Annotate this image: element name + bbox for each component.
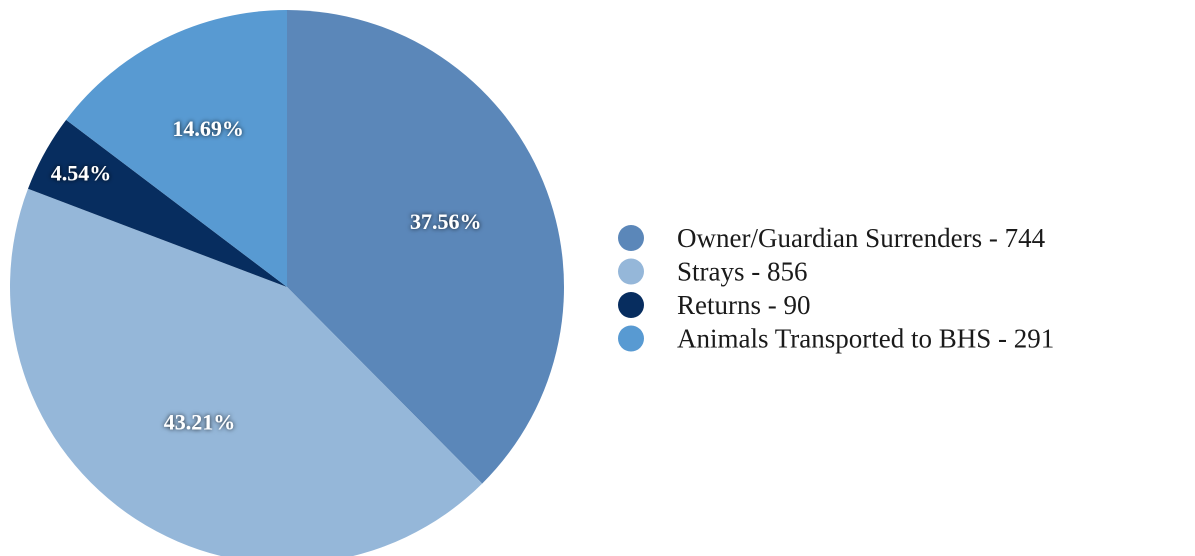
legend-swatch-2	[618, 258, 644, 285]
slice-percent-label-2: 43.21%	[164, 409, 236, 434]
pie-slices	[10, 9, 565, 556]
slice-percent-label-3: 4.54%	[51, 161, 112, 186]
legend-item-4: Animals Transported to BHS - 291	[618, 324, 1054, 354]
pie-slice-3	[27, 119, 288, 287]
pie-slice-2	[10, 188, 483, 556]
legend-label-2: Strays - 856	[677, 257, 808, 287]
legend-item-1: Owner/Guardian Surrenders - 744	[618, 223, 1046, 253]
pie-slice-4	[66, 10, 288, 287]
slice-percent-label-1: 37.56%	[410, 209, 482, 234]
legend: Owner/Guardian Surrenders - 744 Strays - …	[618, 223, 1054, 354]
legend-item-3: Returns - 90	[618, 290, 810, 320]
slice-labels: 37.56% 43.21% 4.54% 14.69%	[51, 116, 482, 434]
legend-label-4: Animals Transported to BHS - 291	[677, 324, 1054, 354]
legend-label-1: Owner/Guardian Surrenders - 744	[677, 223, 1046, 253]
legend-swatch-4	[618, 325, 644, 352]
pie-slice-1	[287, 9, 565, 484]
legend-item-2: Strays - 856	[618, 257, 808, 287]
legend-swatch-3	[618, 292, 644, 318]
slice-percent-label-4: 14.69%	[172, 116, 244, 141]
legend-swatch-1	[618, 225, 644, 251]
legend-label-3: Returns - 90	[677, 290, 810, 320]
